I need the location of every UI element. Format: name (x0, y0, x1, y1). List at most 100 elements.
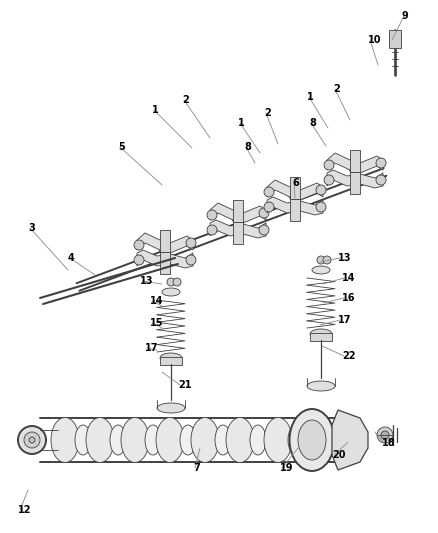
Text: 20: 20 (332, 450, 346, 460)
Text: 17: 17 (338, 315, 352, 325)
Ellipse shape (162, 288, 180, 296)
Circle shape (323, 256, 331, 264)
Ellipse shape (310, 329, 332, 339)
Circle shape (316, 185, 326, 195)
Text: 1: 1 (238, 118, 245, 128)
Text: 13: 13 (140, 276, 153, 286)
Circle shape (352, 165, 358, 171)
Bar (233, 222, 243, 244)
Circle shape (349, 162, 361, 174)
Circle shape (381, 431, 389, 439)
Circle shape (264, 202, 274, 212)
Ellipse shape (24, 432, 40, 448)
Ellipse shape (145, 425, 161, 455)
Bar (233, 200, 243, 222)
Text: 8: 8 (309, 118, 316, 128)
Polygon shape (137, 233, 193, 253)
Circle shape (173, 278, 181, 286)
Bar (350, 150, 360, 172)
Text: 6: 6 (292, 178, 299, 188)
Ellipse shape (226, 417, 254, 463)
Text: 15: 15 (150, 318, 163, 328)
Circle shape (186, 255, 196, 265)
Bar (350, 172, 360, 194)
Text: 9: 9 (402, 11, 409, 21)
Text: 12: 12 (18, 505, 32, 515)
Text: 22: 22 (342, 351, 356, 361)
Bar (389, 30, 401, 48)
Ellipse shape (29, 437, 35, 443)
Polygon shape (210, 220, 266, 238)
Text: 2: 2 (182, 95, 189, 105)
Ellipse shape (110, 425, 126, 455)
Circle shape (259, 225, 269, 235)
Polygon shape (210, 203, 266, 223)
Ellipse shape (51, 417, 79, 463)
Ellipse shape (312, 266, 330, 274)
Ellipse shape (18, 426, 46, 454)
Text: 14: 14 (150, 296, 163, 306)
Circle shape (324, 175, 334, 185)
Circle shape (289, 189, 301, 201)
Ellipse shape (288, 425, 304, 455)
Ellipse shape (157, 403, 185, 413)
Ellipse shape (301, 417, 329, 463)
Ellipse shape (156, 417, 184, 463)
Text: 2: 2 (264, 108, 271, 118)
Circle shape (317, 256, 325, 264)
Text: 1: 1 (307, 92, 314, 102)
Circle shape (159, 242, 171, 254)
Circle shape (207, 210, 217, 220)
Ellipse shape (250, 425, 266, 455)
Circle shape (376, 175, 386, 185)
Polygon shape (137, 250, 193, 268)
Circle shape (186, 238, 196, 248)
Circle shape (235, 215, 241, 221)
Circle shape (162, 245, 168, 251)
Text: 3: 3 (28, 223, 35, 233)
Ellipse shape (325, 425, 341, 455)
Circle shape (316, 202, 326, 212)
Circle shape (134, 255, 144, 265)
Text: 19: 19 (280, 463, 293, 473)
Circle shape (264, 187, 274, 197)
Polygon shape (332, 410, 368, 470)
Circle shape (167, 278, 175, 286)
Circle shape (207, 225, 217, 235)
Polygon shape (267, 197, 323, 215)
Text: 8: 8 (244, 142, 251, 152)
Polygon shape (267, 180, 323, 200)
Circle shape (232, 212, 244, 224)
Bar (310, 333, 332, 341)
Text: 10: 10 (368, 35, 381, 45)
Circle shape (377, 427, 393, 443)
Ellipse shape (180, 425, 196, 455)
Bar (160, 230, 170, 252)
Ellipse shape (290, 409, 335, 471)
Ellipse shape (298, 420, 326, 460)
Text: 18: 18 (382, 438, 396, 448)
Circle shape (376, 158, 386, 168)
Circle shape (324, 160, 334, 170)
Bar (290, 177, 300, 199)
Text: 1: 1 (152, 105, 159, 115)
Text: 21: 21 (178, 380, 191, 390)
Polygon shape (327, 170, 383, 188)
Ellipse shape (121, 417, 149, 463)
Bar (290, 199, 300, 221)
Text: 4: 4 (68, 253, 75, 263)
Ellipse shape (215, 425, 231, 455)
Ellipse shape (86, 417, 114, 463)
Ellipse shape (160, 353, 182, 363)
Text: 13: 13 (338, 253, 352, 263)
Ellipse shape (191, 417, 219, 463)
Text: 2: 2 (333, 84, 340, 94)
Text: 14: 14 (342, 273, 356, 283)
Ellipse shape (307, 381, 335, 391)
Ellipse shape (75, 425, 91, 455)
Text: 16: 16 (342, 293, 356, 303)
Circle shape (259, 208, 269, 218)
Circle shape (292, 192, 298, 198)
Bar (160, 357, 182, 365)
Ellipse shape (264, 417, 292, 463)
